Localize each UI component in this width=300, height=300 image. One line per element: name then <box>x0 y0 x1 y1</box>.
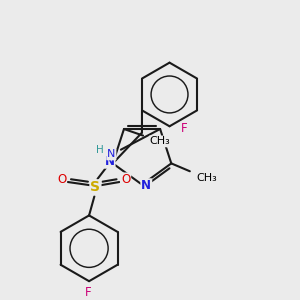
Text: CH₃: CH₃ <box>196 173 217 183</box>
Text: N: N <box>107 149 116 160</box>
Text: F: F <box>181 122 188 135</box>
Text: O: O <box>121 173 130 186</box>
Text: N: N <box>141 179 151 192</box>
Text: CH₃: CH₃ <box>150 136 170 146</box>
Text: N: N <box>105 155 115 168</box>
Text: H: H <box>96 145 104 155</box>
Text: F: F <box>85 286 91 299</box>
Text: O: O <box>57 173 66 186</box>
Text: S: S <box>90 180 100 194</box>
